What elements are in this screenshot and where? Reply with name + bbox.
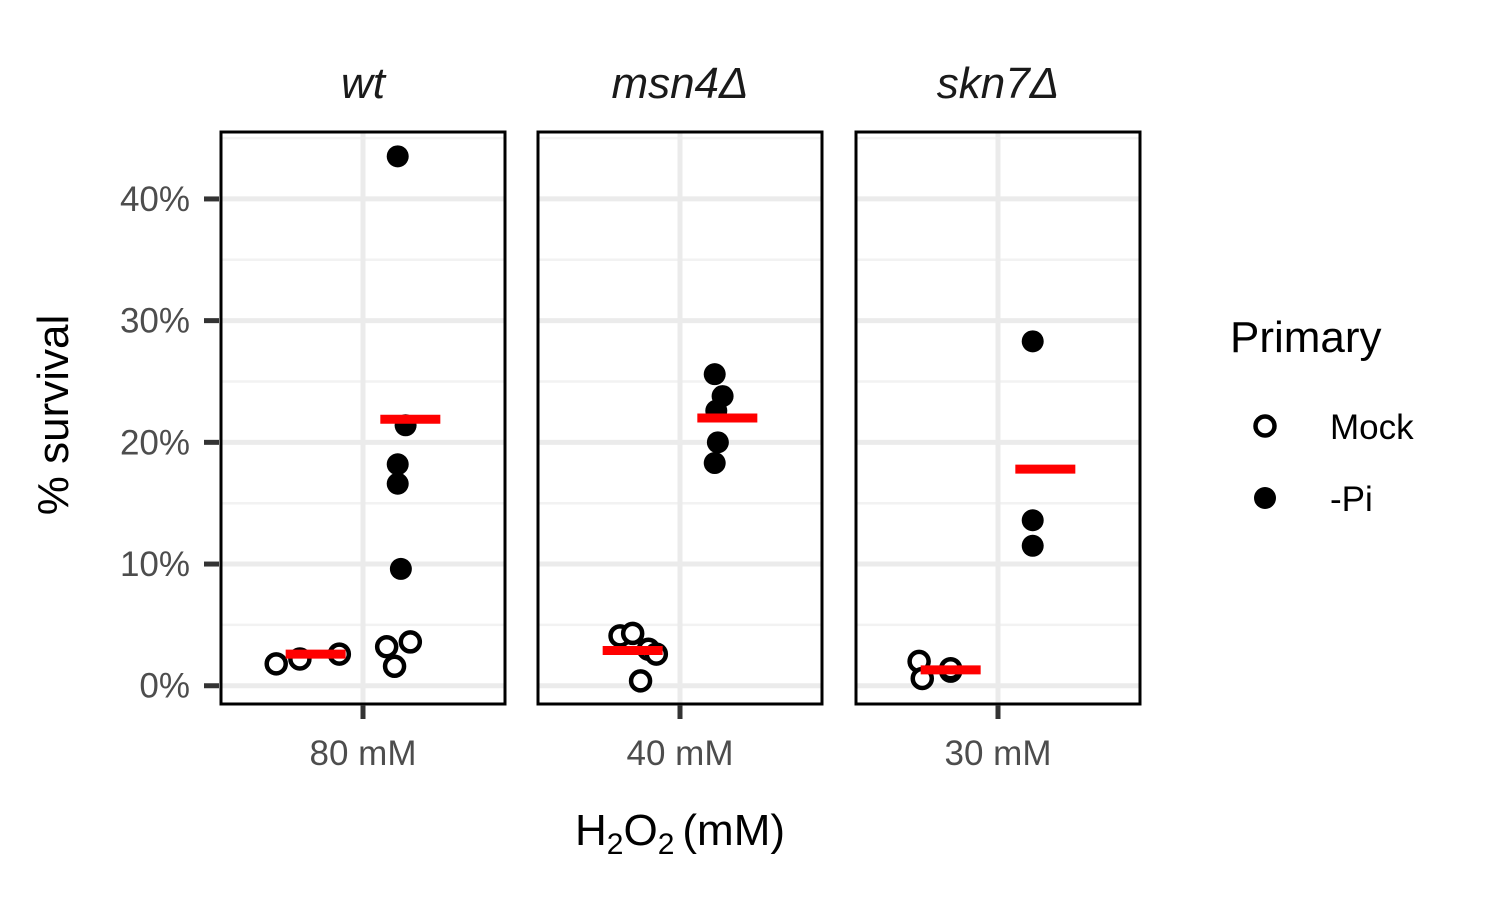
- pi-point: [386, 145, 409, 168]
- facet-label: skn7Δ: [937, 59, 1059, 108]
- facet-label: msn4Δ: [611, 59, 748, 108]
- legend-entry: -Pi: [1254, 480, 1373, 519]
- facet-label: wt: [341, 59, 387, 108]
- facet-panels: wt 80 mM msn4Δ 40 mM skn7Δ 30 mM: [219, 59, 1142, 773]
- y-tick-label: 20%: [120, 423, 190, 462]
- panel-border: [536, 130, 824, 706]
- pi-point: [1021, 330, 1044, 353]
- mock-point: [620, 621, 645, 646]
- pi-point: [703, 363, 726, 386]
- pi-point: [386, 453, 409, 476]
- panel-0: wt 80 mM: [219, 59, 507, 773]
- pi-point: [706, 431, 729, 454]
- pi-point: [1021, 534, 1044, 557]
- mock-point: [398, 630, 423, 654]
- pi-point: [386, 472, 409, 495]
- legend-label: Mock: [1330, 408, 1414, 447]
- panel-1: msn4Δ 40 mM: [536, 59, 824, 773]
- x-tick-label: 80 mM: [310, 734, 417, 773]
- pi-point: [703, 452, 726, 475]
- x-axis-title-sub2: 2: [658, 828, 675, 861]
- panel-2: skn7Δ 30 mM: [854, 59, 1142, 773]
- pi-point: [389, 557, 412, 580]
- legend-entries: Mock -Pi: [1253, 408, 1414, 519]
- x-tick-label: 30 mM: [945, 734, 1052, 773]
- legend-label: -Pi: [1330, 480, 1373, 519]
- mock-point: [628, 669, 653, 693]
- y-tick-label: 10%: [120, 545, 190, 584]
- panel-border: [219, 130, 507, 706]
- y-axis-title: % survival: [29, 315, 78, 516]
- y-tick-label: 0%: [139, 667, 190, 706]
- legend-entry: Mock: [1253, 408, 1414, 447]
- x-tick-label: 40 mM: [627, 734, 734, 773]
- x-axis-title-unit: (mM): [682, 806, 785, 855]
- y-tick-label: 40%: [120, 180, 190, 219]
- x-axis-title-h: H: [575, 806, 607, 855]
- x-axis-title-sub1: 2: [607, 828, 624, 861]
- panel-border: [854, 130, 1142, 706]
- mock-point: [382, 654, 407, 679]
- legend-open-circle-icon: [1253, 414, 1277, 438]
- legend: Primary Mock -Pi: [1230, 313, 1414, 519]
- legend-filled-circle-icon: [1254, 487, 1276, 509]
- y-tick-label: 30%: [120, 302, 190, 341]
- pi-point: [1021, 509, 1044, 532]
- mock-point: [374, 635, 399, 659]
- y-axis: 0% 10% 20% 30% 40%: [120, 180, 219, 706]
- mock-point: [264, 652, 288, 676]
- legend-title: Primary: [1230, 313, 1382, 362]
- x-axis-title-o: O: [623, 806, 657, 855]
- x-axis-title: H2O2 (mM): [575, 806, 785, 861]
